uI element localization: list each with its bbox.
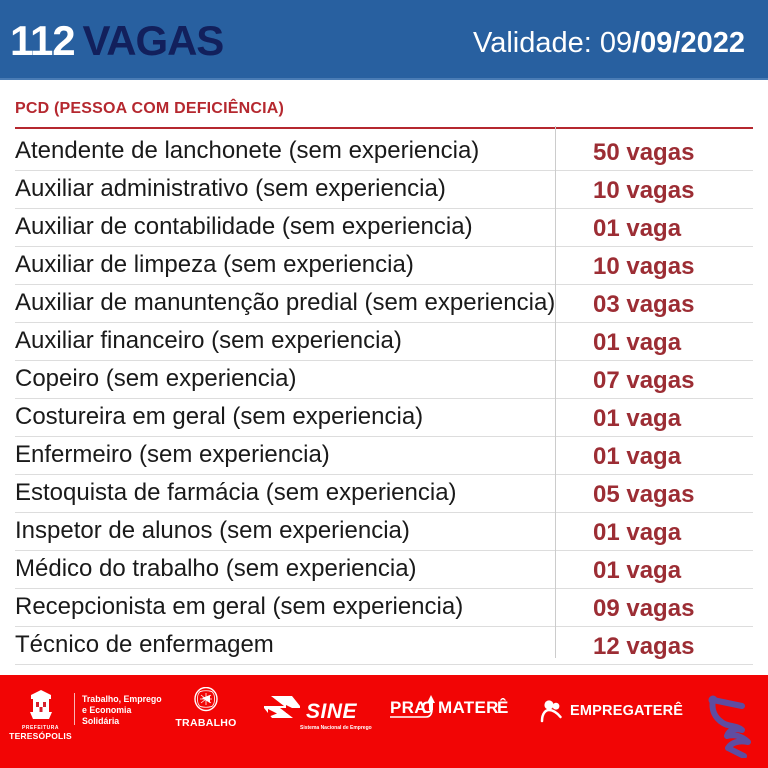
svg-text:Ê: Ê [497, 698, 508, 717]
svg-text:MATER: MATER [438, 698, 499, 717]
